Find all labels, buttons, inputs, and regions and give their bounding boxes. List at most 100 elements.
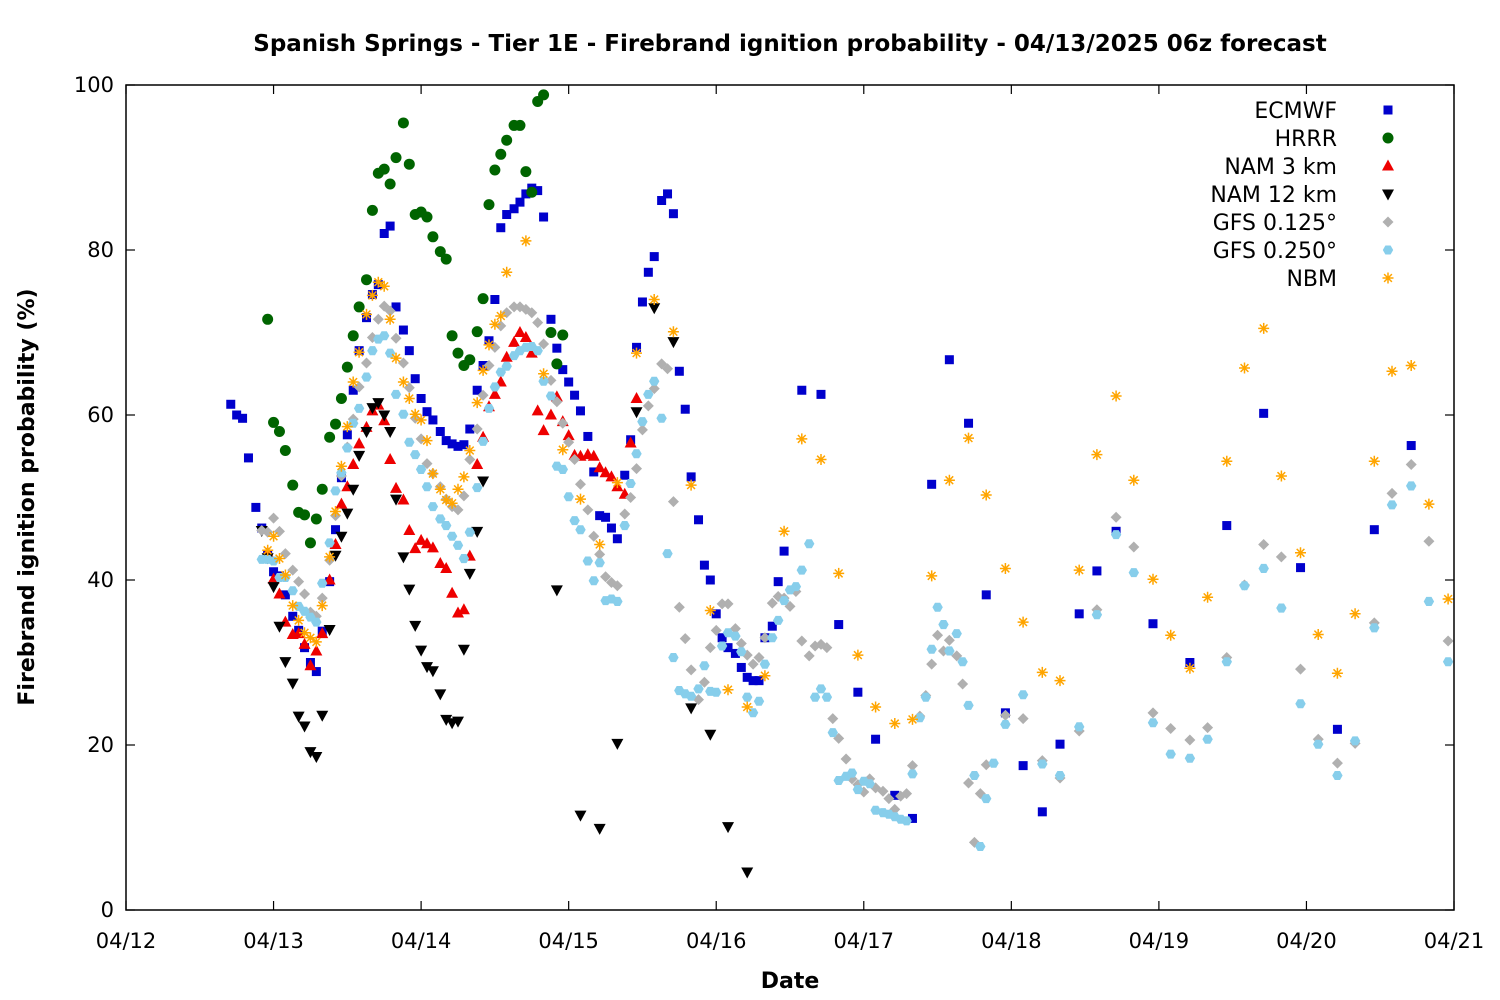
data-point (944, 355, 954, 365)
data-point (280, 590, 290, 600)
data-point (557, 417, 569, 429)
data-point (710, 624, 722, 636)
data-point (545, 374, 557, 386)
data-point (648, 294, 660, 305)
data-point (636, 424, 648, 436)
data-point (1331, 667, 1343, 679)
data-point (452, 606, 464, 618)
data-point (889, 718, 901, 729)
data-point (748, 676, 758, 686)
data-point (1055, 739, 1065, 749)
data-point (273, 426, 285, 437)
data-point (803, 650, 815, 662)
data-point (605, 470, 618, 482)
data-point (722, 822, 735, 834)
data-point (537, 424, 550, 436)
data-point (515, 197, 525, 207)
data-point (667, 337, 680, 349)
data-point (620, 470, 630, 480)
data-point (426, 666, 439, 678)
data-point (657, 196, 667, 205)
data-point (685, 691, 697, 701)
data-point (317, 578, 328, 588)
data-point (699, 661, 710, 671)
data-point (379, 229, 389, 238)
data-point (1128, 474, 1140, 486)
data-point (932, 602, 943, 612)
data-point (353, 450, 366, 462)
data-point (1074, 609, 1084, 619)
data-point (552, 343, 562, 353)
data-point (846, 768, 858, 778)
data-point (601, 512, 611, 522)
data-point (717, 633, 727, 643)
data-point (1406, 481, 1417, 491)
data-point (969, 771, 980, 780)
data-point (434, 689, 447, 701)
legend-marker (1382, 245, 1394, 255)
data-point (773, 577, 783, 587)
data-point (477, 436, 489, 446)
data-point (796, 565, 807, 575)
data-point (1202, 722, 1214, 734)
data-point (686, 472, 696, 482)
x-tick-label: 04/15 (538, 929, 599, 953)
data-point (421, 435, 433, 447)
data-point (1054, 675, 1066, 687)
data-point (415, 533, 428, 545)
data-point (421, 211, 433, 223)
data-point (1406, 441, 1416, 451)
data-point (267, 582, 280, 594)
data-point (398, 409, 409, 419)
data-point (353, 403, 365, 413)
x-tick-label: 04/13 (243, 929, 304, 953)
data-point (1110, 390, 1122, 402)
data-point (1092, 566, 1102, 576)
data-point (1442, 593, 1454, 605)
data-point (711, 609, 721, 619)
data-point (1259, 408, 1269, 418)
data-point (1368, 455, 1380, 467)
data-point (489, 382, 501, 392)
data-point (574, 810, 587, 822)
data-point (594, 558, 605, 568)
data-point (563, 436, 575, 448)
data-point (372, 398, 385, 410)
data-point (304, 659, 317, 671)
data-points (226, 89, 1454, 879)
data-point (459, 440, 469, 450)
data-point (704, 605, 716, 616)
data-point (435, 514, 446, 524)
data-point (471, 526, 484, 538)
data-point (1110, 511, 1122, 523)
data-point (330, 486, 341, 496)
legend-marker (1383, 105, 1393, 115)
data-point (741, 867, 754, 879)
x-tick-label: 04/18 (981, 929, 1042, 953)
x-axis-label: Date (761, 969, 820, 994)
data-point (292, 711, 305, 723)
data-point (538, 376, 549, 386)
data-point (611, 477, 623, 489)
data-point (1349, 736, 1361, 746)
data-point (736, 647, 747, 657)
data-point (279, 657, 292, 669)
data-point (379, 331, 390, 341)
data-point (471, 423, 483, 435)
data-point (532, 346, 543, 356)
data-point (926, 658, 938, 670)
data-point (729, 623, 741, 635)
data-point (342, 430, 352, 440)
data-point (366, 403, 379, 415)
data-point (324, 538, 335, 548)
data-point (452, 540, 464, 550)
data-point (730, 648, 740, 658)
data-point (570, 390, 580, 400)
data-point (232, 410, 242, 420)
data-point (624, 436, 637, 448)
data-point (1349, 608, 1361, 620)
data-point (834, 620, 844, 630)
data-point (778, 525, 790, 537)
y-tick-label: 0 (101, 898, 114, 922)
data-point (501, 361, 512, 371)
